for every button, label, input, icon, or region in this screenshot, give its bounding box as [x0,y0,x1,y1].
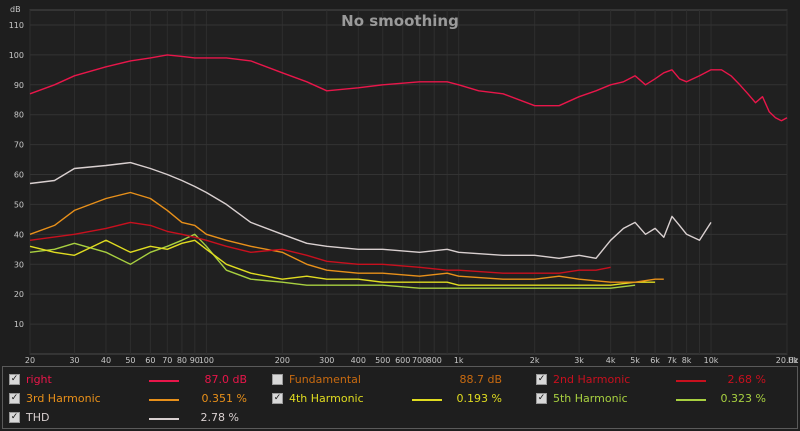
chart-title: No smoothing [341,12,459,30]
series-line-5th-harmonic [29,233,636,289]
x-tick-label: 70 [162,356,172,365]
legend-label: 5th Harmonic [553,392,628,405]
legend-label: Fundamental [289,373,361,386]
checkbox[interactable]: ✓ [536,374,547,385]
checkbox[interactable]: ✓ [9,374,20,385]
legend-item-2nd-harmonic[interactable]: ✓ 2nd Harmonic 2.68 % [536,371,786,389]
y-tick-label: 40 [14,230,24,239]
checkbox[interactable] [272,374,283,385]
y-tick-label: 110 [9,21,24,30]
legend-swatch [149,399,179,401]
x-tick-label: 10k [704,356,719,365]
x-tick-label: 600 [395,356,410,365]
legend-swatch [412,399,442,401]
series-line-thd [29,161,712,259]
x-tick-label: 20 [25,356,35,365]
y-axis-label: dB [10,5,21,14]
x-tick-label: 8k [682,356,692,365]
x-axis-label: Hz [788,356,798,365]
legend-item-thd[interactable]: ✓ THD 2.78 % [9,409,259,427]
legend-swatch [676,399,706,401]
x-tick-label: 3k [574,356,584,365]
y-tick-label: 80 [14,111,24,120]
legend-value: 2.68 % [727,373,766,386]
plot-area [29,9,788,355]
x-tick-label: 2k [530,356,540,365]
x-tick-label: 500 [375,356,390,365]
x-tick-label: 40 [101,356,111,365]
legend-swatch [149,380,179,382]
legend-item-fundamental[interactable]: Fundamental 88.7 dB [272,371,522,389]
x-tick-label: 6k [650,356,660,365]
checkbox[interactable]: ✓ [9,393,20,404]
y-tick-label: 70 [14,141,24,150]
x-tick-label: 700 [412,356,427,365]
legend-swatch [149,418,179,420]
y-tick-label: 50 [14,200,24,209]
legend-label: 2nd Harmonic [553,373,631,386]
x-tick-label: 4k [606,356,616,365]
legend-item-4th-harmonic[interactable]: ✓ 4th Harmonic 0.193 % [272,390,522,408]
checkbox[interactable]: ✓ [272,393,283,404]
x-tick-label: 20.0k [776,356,799,365]
legend-label: right [26,373,52,386]
x-tick-label: 7k [667,356,677,365]
x-tick-label: 300 [319,356,334,365]
x-tick-label: 90 [190,356,200,365]
legend-value: 0.193 % [456,392,502,405]
y-tick-label: 100 [9,51,24,60]
legend-item-5th-harmonic[interactable]: ✓ 5th Harmonic 0.323 % [536,390,786,408]
x-tick-label: 200 [275,356,290,365]
legend-value: 88.7 dB [459,373,502,386]
legend-panel: ✓ right 87.0 dB Fundamental 88.7 dB ✓ 2n… [2,366,798,429]
legend-item-right[interactable]: ✓ right 87.0 dB [9,371,259,389]
legend-item-3rd-harmonic[interactable]: ✓ 3rd Harmonic 0.351 % [9,390,259,408]
series-line-right [29,54,788,122]
legend-value: 87.0 dB [204,373,247,386]
series-line-4th-harmonic [29,239,656,286]
checkbox[interactable]: ✓ [9,412,20,423]
legend-label: 4th Harmonic [289,392,364,405]
x-tick-label: 80 [177,356,187,365]
x-tick-label: 1k [454,356,464,365]
x-tick-label: 400 [351,356,366,365]
x-tick-label: 50 [125,356,135,365]
x-tick-label: 100 [199,356,214,365]
y-tick-label: 90 [14,81,24,90]
x-tick-label: 5k [630,356,640,365]
legend-label: THD [26,411,50,424]
x-tick-label: 30 [69,356,79,365]
x-tick-label: 800 [427,356,442,365]
checkbox[interactable]: ✓ [536,393,547,404]
legend-swatch [676,380,706,382]
legend-value: 2.78 % [200,411,239,424]
series-line-2nd-harmonic [29,221,611,274]
legend-value: 0.351 % [201,392,247,405]
legend-label: 3rd Harmonic [26,392,101,405]
series-line-3rd-harmonic [29,191,664,283]
y-tick-label: 60 [14,171,24,180]
legend-value: 0.323 % [720,392,766,405]
y-tick-label: 30 [14,260,24,269]
y-tick-label: 20 [14,290,24,299]
y-tick-label: 10 [14,320,24,329]
x-tick-label: 60 [145,356,155,365]
